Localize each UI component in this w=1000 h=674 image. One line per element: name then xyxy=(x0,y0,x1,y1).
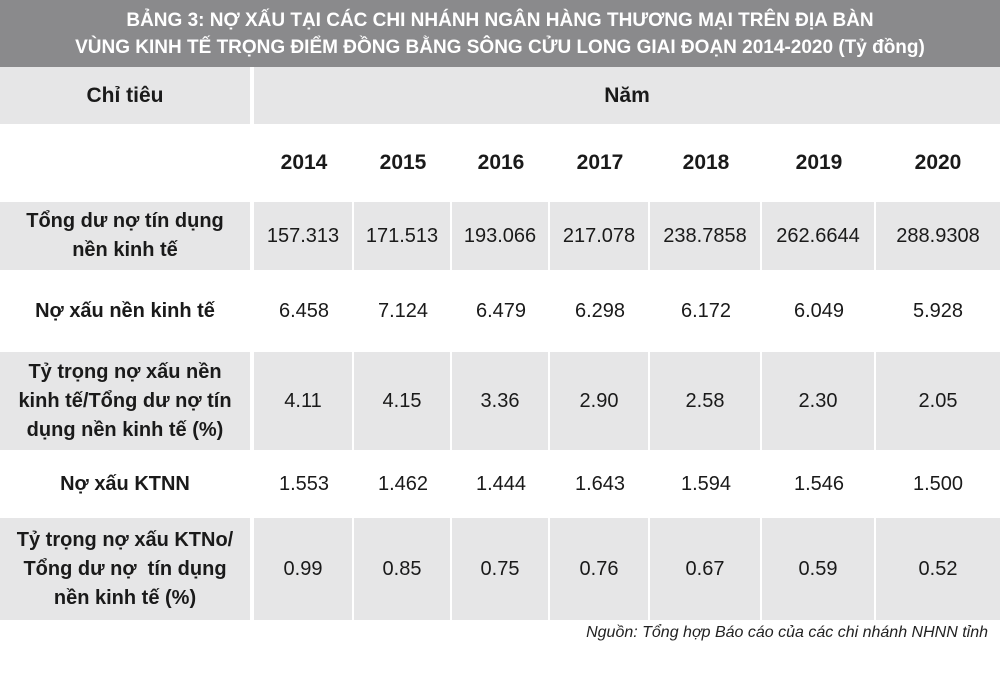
table-cell: 1.594 xyxy=(680,472,732,495)
row-label-line: Tỷ trọng nợ xấu KTNo/ xyxy=(16,528,234,551)
table-cell: 1.546 xyxy=(793,472,845,495)
year-header: 2016 xyxy=(477,151,525,174)
row-label: Tỷ trọng nợ xấu nền kinh tế/Tổng dư nợ t… xyxy=(0,352,250,450)
table-cell: 0.59 xyxy=(762,518,874,620)
year-header: 2017 xyxy=(576,151,624,174)
row-label-line: Tỷ trọng nợ xấu nền xyxy=(28,360,222,383)
column-divider xyxy=(250,67,254,124)
table-row: Nợ xấu nền kinh tế 6.458 7.124 6.479 6.2… xyxy=(0,270,1000,352)
row-label: Tỷ trọng nợ xấu KTNo/ Tổng dư nợ tín dụn… xyxy=(0,518,250,620)
table-cell: 6.479 xyxy=(475,299,527,322)
year-header: 2019 xyxy=(795,151,843,174)
header-row-years: 2014 2015 2016 2017 2018 2019 2020 xyxy=(0,124,1000,202)
table-cell: 6.049 xyxy=(793,299,845,322)
table-row: Nợ xấu KTNN 1.553 1.462 1.444 1.643 1.59… xyxy=(0,450,1000,518)
year-group-header: Năm xyxy=(254,67,1000,124)
table-cell: 4.15 xyxy=(354,352,450,450)
indicator-header: Chỉ tiêu xyxy=(0,67,250,124)
table-cell: 2.58 xyxy=(650,352,760,450)
table-row: Tỷ trọng nợ xấu KTNo/ Tổng dư nợ tín dụn… xyxy=(0,518,1000,620)
table-cell: 1.553 xyxy=(278,472,330,495)
year-header: 2020 xyxy=(914,151,962,174)
year-header: 2018 xyxy=(682,151,730,174)
table-title: BẢNG 3: NỢ XẤU TẠI CÁC CHI NHÁNH NGÂN HÀ… xyxy=(0,0,1000,67)
table-cell: 2.05 xyxy=(876,352,1000,450)
table-cell: 0.75 xyxy=(452,518,548,620)
table-cell: 0.85 xyxy=(354,518,450,620)
row-label-line: Nợ xấu KTNN xyxy=(60,472,190,495)
table-cell: 6.172 xyxy=(680,299,732,322)
header-row-group: Chỉ tiêu Năm xyxy=(0,67,1000,124)
table-cell: 0.76 xyxy=(550,518,648,620)
table-cell: 7.124 xyxy=(377,299,429,322)
table-cell: 0.52 xyxy=(876,518,1000,620)
table-row: Tổng dư nợ tín dụng nền kinh tế 157.313 … xyxy=(0,202,1000,270)
source-note: Nguồn: Tổng hợp Báo cáo của các chi nhán… xyxy=(586,624,988,641)
year-header: 2015 xyxy=(379,151,427,174)
row-label-line: Nợ xấu nền kinh tế xyxy=(35,299,215,322)
table-cell: 5.928 xyxy=(912,299,964,322)
row-label-line: Tổng dư nợ tín dụng xyxy=(23,557,227,580)
table-cell: 288.9308 xyxy=(876,202,1000,270)
table-cell: 6.298 xyxy=(574,299,626,322)
table-cell: 6.458 xyxy=(278,299,330,322)
table-row: Tỷ trọng nợ xấu nền kinh tế/Tổng dư nợ t… xyxy=(0,352,1000,450)
table-cell: 238.7858 xyxy=(650,202,760,270)
row-label: Tổng dư nợ tín dụng nền kinh tế xyxy=(0,202,250,270)
table-cell: 2.30 xyxy=(762,352,874,450)
table-cell: 217.078 xyxy=(550,202,648,270)
row-label-line: Tổng dư nợ tín dụng xyxy=(26,210,224,232)
row-label: Nợ xấu KTNN xyxy=(0,450,250,518)
row-label: Nợ xấu nền kinh tế xyxy=(0,270,250,352)
table-cell: 1.444 xyxy=(475,472,527,495)
table-title-line-1: BẢNG 3: NỢ XẤU TẠI CÁC CHI NHÁNH NGÂN HÀ… xyxy=(126,10,874,31)
table-cell: 171.513 xyxy=(354,202,450,270)
table-cell: 157.313 xyxy=(254,202,352,270)
header-spacer xyxy=(0,124,250,202)
table-cell: 4.11 xyxy=(254,352,352,450)
row-label-line: kinh tế/Tổng dư nợ tín xyxy=(18,389,232,412)
row-label-line: nền kinh tế (%) xyxy=(53,586,197,609)
table-cell: 3.36 xyxy=(452,352,548,450)
table-cell: 1.462 xyxy=(377,472,429,495)
table-cell: 262.6644 xyxy=(762,202,874,270)
table-cell: 193.066 xyxy=(452,202,548,270)
row-label-line: dụng nền kinh tế (%) xyxy=(26,418,224,441)
table-cell: 0.67 xyxy=(650,518,760,620)
table-cell: 1.643 xyxy=(574,472,626,495)
year-header: 2014 xyxy=(280,151,328,174)
table-cell: 2.90 xyxy=(550,352,648,450)
table-cell: 0.99 xyxy=(254,518,352,620)
table-title-line-2: VÙNG KINH TẾ TRỌNG ĐIỂM ĐỒNG BẰNG SÔNG C… xyxy=(75,37,925,58)
table-cell: 1.500 xyxy=(912,472,964,495)
row-label-line: nền kinh tế xyxy=(72,239,178,261)
